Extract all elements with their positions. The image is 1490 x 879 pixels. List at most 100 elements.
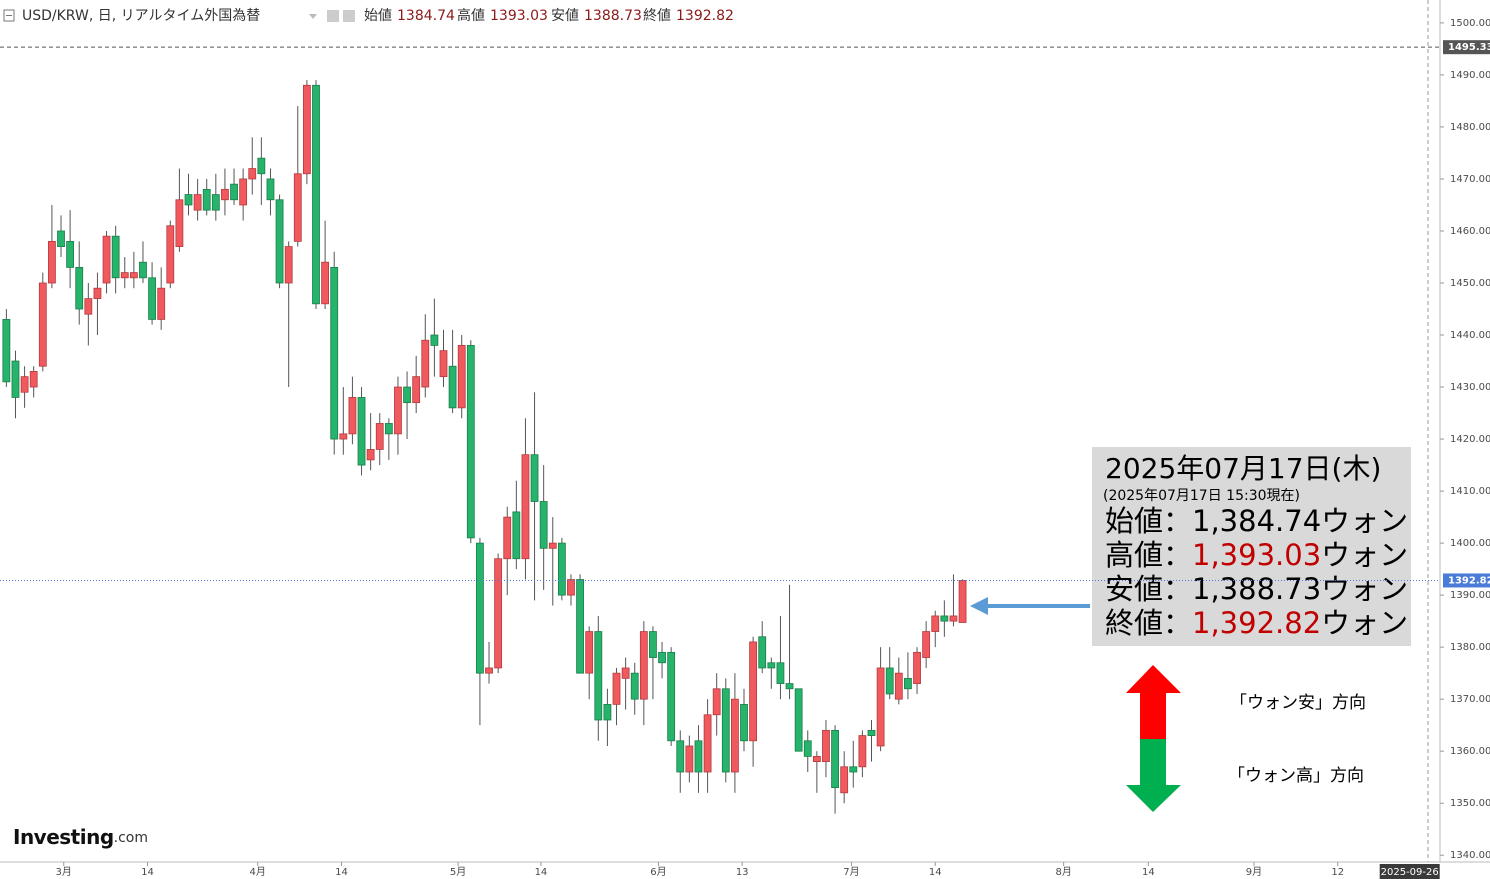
candle-body — [822, 729, 830, 762]
y-tick-label: 1380.00 — [1450, 642, 1490, 653]
candle-body — [412, 376, 421, 404]
x-tick-label: 7月 — [843, 866, 859, 878]
candle-body — [375, 423, 384, 450]
x-tick-label: 9月 — [1246, 866, 1262, 878]
candle-body — [129, 272, 138, 279]
candle-body — [731, 698, 739, 773]
y-tick-label: 1500.00 — [1450, 18, 1490, 29]
symbol: USD/KRW, 日, リアルタイム外国為替 — [22, 8, 260, 24]
down-direction-label: 「ウォン高」方向 — [1228, 766, 1364, 786]
candle-body — [339, 433, 348, 440]
annotation: 2025年07月17日(木) (2025年07月17日 15:30現在) 始値：… — [1092, 447, 1411, 646]
logo-name: Investing — [13, 825, 114, 849]
candle-body — [913, 651, 921, 684]
candle-body — [685, 745, 694, 773]
y-tick-label: 1410.00 — [1450, 486, 1490, 497]
logo: Investing.com — [13, 825, 148, 849]
annotation-row: 始値：1,384.74ウォン — [1105, 504, 1408, 538]
x-tick-label: 12 — [1331, 867, 1344, 878]
y-tick-label: 1390.00 — [1450, 590, 1490, 601]
candle-body — [38, 282, 47, 367]
candle-body — [221, 188, 229, 201]
candle-body — [557, 542, 566, 596]
candle-body — [922, 631, 931, 658]
x-tick-label: 4月 — [250, 866, 266, 878]
candle-body — [284, 246, 293, 284]
candle-body — [403, 386, 411, 404]
row-value: 1,388.73 — [1192, 572, 1321, 606]
candle-body — [421, 339, 430, 388]
candle-body — [630, 672, 639, 700]
candle-body — [585, 631, 594, 674]
y-tick-label: 1350.00 — [1450, 798, 1490, 809]
y-tick-label: 1450.00 — [1450, 278, 1490, 289]
candle-body — [57, 230, 65, 247]
low-label: 安値 — [551, 8, 579, 24]
candle-body — [275, 199, 284, 284]
candle-body — [767, 662, 776, 669]
candle-body — [202, 188, 211, 211]
candle-body — [448, 365, 457, 409]
candle-body — [885, 667, 894, 695]
price-line-label-box — [1443, 40, 1490, 55]
up-arrow — [1126, 665, 1181, 739]
candle-body — [867, 729, 876, 736]
y-tick-label: 1440.00 — [1450, 330, 1490, 341]
candle-body — [439, 350, 448, 378]
y-tick-label: 1480.00 — [1450, 122, 1490, 133]
row-label: 安値： — [1105, 572, 1192, 606]
y-tick-label: 1370.00 — [1450, 694, 1490, 705]
candle-body — [749, 641, 758, 742]
x-tick-label: 14 — [1142, 867, 1155, 878]
x-tick-label: 14 — [929, 867, 942, 878]
row-unit: ウォン — [1321, 606, 1408, 640]
candle-body — [940, 615, 949, 622]
candle-body — [576, 579, 584, 674]
candle-body — [11, 360, 20, 398]
annotation-box — [1092, 447, 1411, 646]
candle-body — [366, 449, 375, 461]
candle-body — [876, 667, 885, 747]
x-tick-label: 13 — [736, 867, 749, 878]
candle-body — [66, 240, 75, 268]
x-tick-label: 14 — [141, 867, 154, 878]
direction-arrow: 「ウォン安」方向 「ウォン高」方向 — [1126, 665, 1366, 812]
settings-icon[interactable] — [343, 10, 355, 22]
candle-body — [894, 672, 903, 700]
row-label: 高値： — [1105, 538, 1192, 572]
candle-body — [548, 542, 557, 549]
x-tick-label: 14 — [535, 867, 548, 878]
candle-body — [75, 266, 84, 310]
y-tick-label: 1460.00 — [1450, 226, 1490, 237]
row-unit: ウォン — [1321, 538, 1408, 572]
candle-body — [193, 194, 202, 211]
close-value: 1392.82 — [676, 8, 734, 24]
candle-body — [394, 386, 402, 435]
candles — [2, 80, 967, 814]
candle-body — [84, 298, 93, 315]
x-tick-label: 5月 — [450, 866, 466, 878]
close-label: 終値 — [643, 8, 671, 24]
settings-icon[interactable] — [327, 10, 339, 22]
candle-body — [230, 183, 238, 201]
candle-body — [530, 454, 539, 502]
open-value: 1384.74 — [397, 8, 455, 24]
candle-body — [302, 84, 311, 175]
candle-body — [803, 740, 812, 757]
up-direction-label: 「ウォン安」方向 — [1230, 693, 1366, 713]
candle-body — [612, 672, 621, 705]
row-value: 1,393.03 — [1192, 538, 1321, 572]
y-tick-label: 1430.00 — [1450, 382, 1490, 393]
candle-body — [676, 740, 685, 773]
y-tick-label: 1470.00 — [1450, 174, 1490, 185]
annotation-title: 2025年07月17日(木) — [1105, 452, 1381, 485]
row-unit: ウォン — [1321, 572, 1408, 606]
candle-body — [257, 157, 266, 175]
candle-body — [466, 345, 475, 539]
candle-body — [776, 662, 785, 684]
candle-body — [120, 272, 129, 279]
collapse-icon[interactable] — [3, 9, 15, 22]
dropdown-icon[interactable] — [309, 14, 317, 19]
candle-body — [567, 579, 575, 596]
